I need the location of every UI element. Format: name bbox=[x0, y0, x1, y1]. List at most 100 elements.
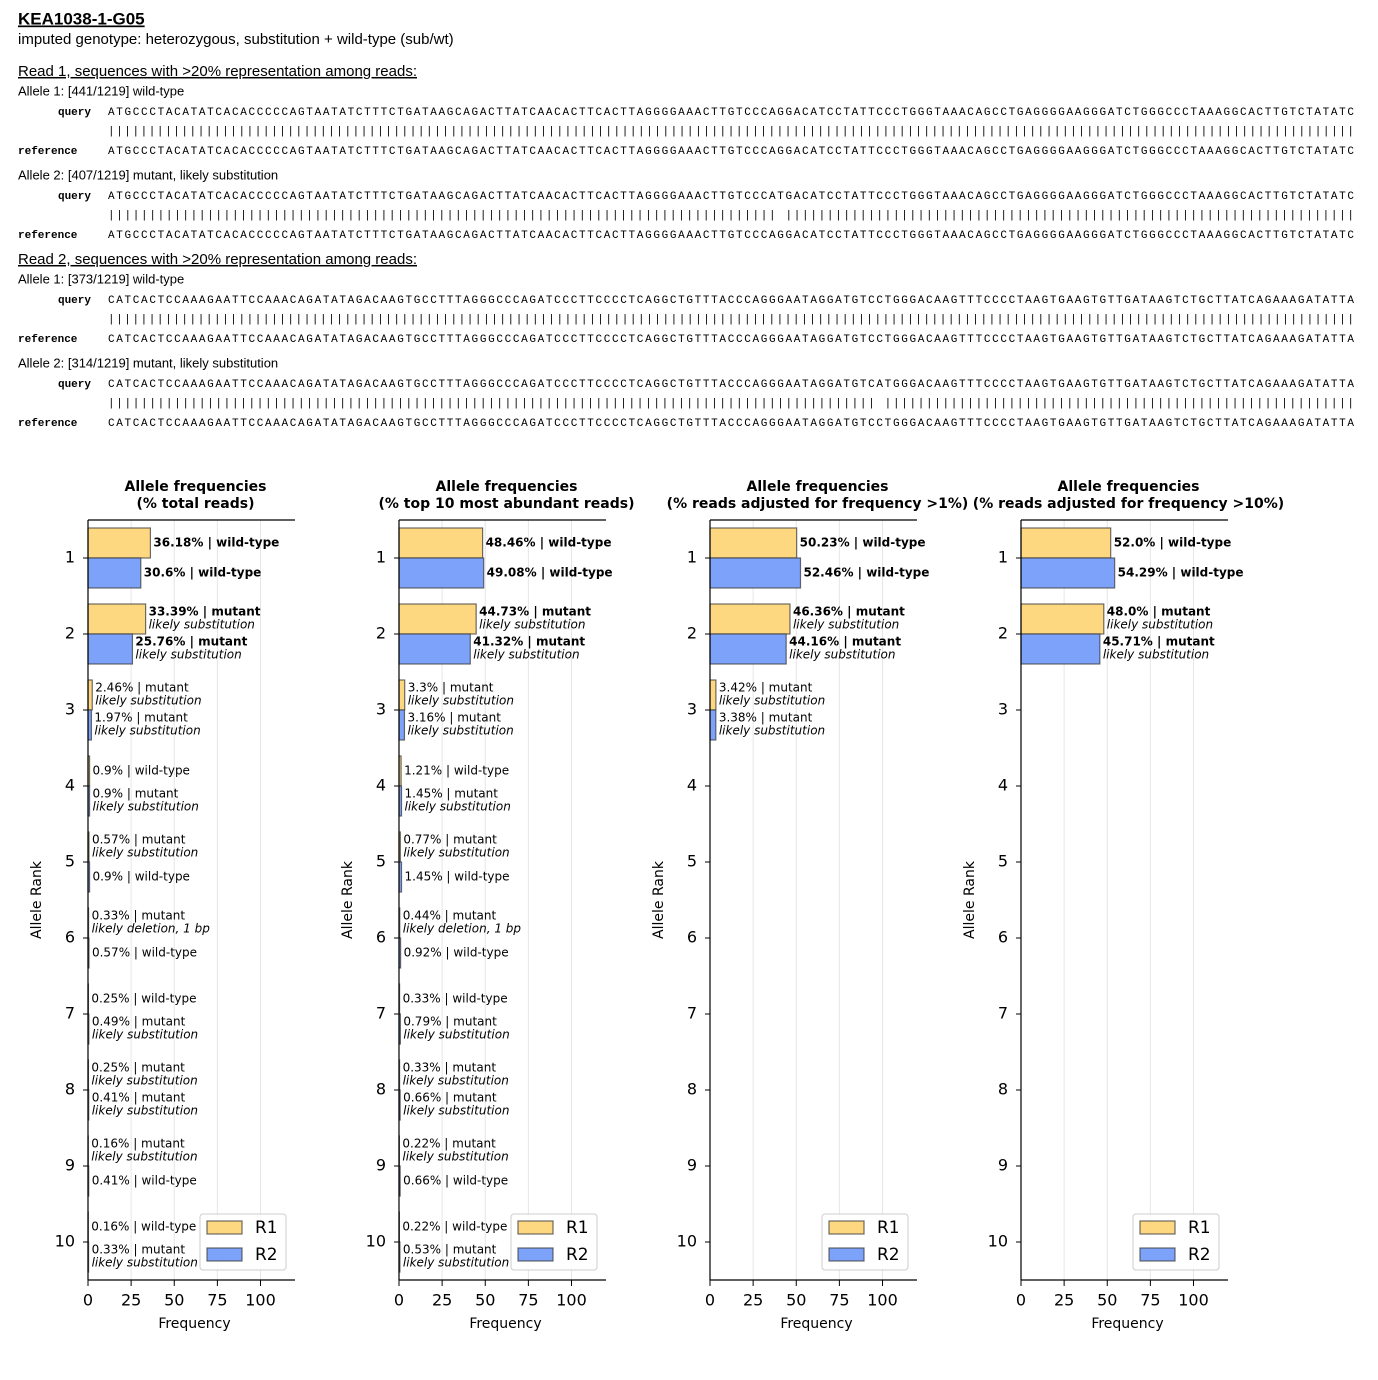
chart-title: Allele frequencies bbox=[125, 479, 267, 495]
data-label-note: likely substitution bbox=[94, 724, 200, 738]
query-label: query bbox=[58, 107, 91, 119]
y-tick-label: 9 bbox=[376, 1156, 386, 1175]
sample-title: KEA1038-1-G05 bbox=[18, 9, 145, 28]
query-sequence: CATCACTCCAAAGAATTCCAAACAGATATAGACAAGTGCC… bbox=[108, 295, 1354, 307]
bar bbox=[398, 679, 406, 711]
y-tick-label: 5 bbox=[687, 852, 697, 871]
reference-sequence: ATGCCCTACATATCACACCCCCAGTAATATCTTTCTGATA… bbox=[108, 146, 1354, 158]
legend-swatch bbox=[517, 1220, 554, 1235]
y-tick-label: 2 bbox=[376, 624, 386, 643]
data-label-note: likely substitution bbox=[91, 1074, 197, 1088]
data-label: 0.66% | mutant bbox=[403, 1091, 497, 1105]
chart-title: Allele frequencies bbox=[1058, 479, 1200, 495]
bar bbox=[709, 633, 787, 665]
bar bbox=[398, 709, 406, 741]
bar bbox=[87, 557, 142, 589]
y-tick-label: 10 bbox=[55, 1232, 75, 1251]
y-tick-label: 3 bbox=[998, 700, 1008, 719]
data-label: 36.18% | wild-type bbox=[153, 536, 279, 550]
y-tick-label: 8 bbox=[376, 1080, 386, 1099]
y-tick-label: 3 bbox=[687, 700, 697, 719]
data-label: 0.66% | wild-type bbox=[403, 1174, 508, 1188]
x-tick-label: 75 bbox=[518, 1291, 538, 1310]
y-tick-label: 10 bbox=[366, 1232, 386, 1251]
x-tick-label: 0 bbox=[705, 1291, 715, 1310]
bar bbox=[1020, 603, 1105, 635]
data-label: 0.79% | mutant bbox=[403, 1015, 497, 1029]
data-label: 0.77% | mutant bbox=[403, 833, 497, 847]
match-line: ||||||||||||||||||||||||||||||||||||||||… bbox=[108, 398, 1354, 410]
y-tick-label: 7 bbox=[65, 1004, 75, 1023]
chart: Allele frequencies(% top 10 most abundan… bbox=[340, 479, 634, 1332]
data-label: 25.76% | mutant bbox=[135, 635, 247, 649]
read-heading: Read 2, sequences with >20% representati… bbox=[18, 251, 417, 268]
chart: Allele frequencies(% reads adjusted for … bbox=[651, 479, 968, 1332]
data-label: 48.0% | mutant bbox=[1107, 605, 1211, 619]
x-tick-label: 100 bbox=[245, 1291, 276, 1310]
y-tick-label: 7 bbox=[998, 1004, 1008, 1023]
allele-label: Allele 1: [373/1219] wild-type bbox=[18, 271, 184, 286]
data-label: 0.33% | mutant bbox=[403, 1061, 497, 1075]
data-label: 3.3% | mutant bbox=[408, 681, 494, 695]
query-label: query bbox=[58, 379, 91, 391]
legend-swatch bbox=[206, 1220, 243, 1235]
bar bbox=[1020, 557, 1116, 589]
data-label-note: likely substitution bbox=[93, 800, 199, 814]
read-heading: Read 1, sequences with >20% representati… bbox=[18, 63, 417, 80]
legend-label: R1 bbox=[1188, 1218, 1211, 1238]
data-label: 1.45% | mutant bbox=[405, 787, 499, 801]
y-tick-label: 3 bbox=[65, 700, 75, 719]
y-axis-label: Allele Rank bbox=[340, 860, 356, 939]
data-label-note: likely substitution bbox=[473, 648, 579, 662]
y-tick-label: 5 bbox=[376, 852, 386, 871]
y-tick-label: 6 bbox=[65, 928, 75, 947]
data-label-note: likely deletion, 1 bp bbox=[92, 922, 211, 936]
bar bbox=[709, 603, 791, 635]
y-tick-label: 1 bbox=[376, 548, 386, 567]
chart-title: Allele frequencies bbox=[436, 479, 578, 495]
data-label: 50.23% | wild-type bbox=[800, 536, 926, 550]
bar bbox=[87, 603, 147, 635]
bar bbox=[87, 679, 93, 711]
x-tick-label: 75 bbox=[1140, 1291, 1160, 1310]
y-tick-label: 2 bbox=[65, 624, 75, 643]
data-label-note: likely substitution bbox=[407, 724, 513, 738]
data-label: 44.16% | mutant bbox=[789, 635, 901, 649]
x-tick-label: 50 bbox=[1097, 1291, 1117, 1310]
data-label: 52.46% | wild-type bbox=[803, 566, 929, 580]
data-label: 0.41% | mutant bbox=[92, 1091, 186, 1105]
y-tick-label: 10 bbox=[677, 1232, 697, 1251]
x-tick-label: 25 bbox=[743, 1291, 763, 1310]
legend-swatch bbox=[828, 1220, 865, 1235]
y-tick-label: 6 bbox=[998, 928, 1008, 947]
query-sequence: CATCACTCCAAAGAATTCCAAACAGATATAGACAAGTGCC… bbox=[108, 379, 1354, 391]
data-label-note: likely substitution bbox=[92, 1028, 198, 1042]
bar bbox=[709, 709, 717, 741]
data-label: 0.9% | wild-type bbox=[93, 870, 190, 884]
y-tick-label: 8 bbox=[687, 1080, 697, 1099]
legend-swatch bbox=[206, 1247, 243, 1262]
x-tick-label: 25 bbox=[432, 1291, 452, 1310]
match-line: ||||||||||||||||||||||||||||||||||||||||… bbox=[108, 314, 1354, 326]
data-label: 3.42% | mutant bbox=[719, 681, 813, 695]
data-label: 44.73% | mutant bbox=[479, 605, 591, 619]
x-tick-label: 0 bbox=[394, 1291, 404, 1310]
data-label-note: likely substitution bbox=[149, 618, 255, 632]
x-tick-label: 25 bbox=[121, 1291, 141, 1310]
x-axis-label: Frequency bbox=[1091, 1316, 1163, 1332]
legend-label: R1 bbox=[566, 1218, 589, 1238]
y-tick-label: 7 bbox=[687, 1004, 697, 1023]
y-axis-label: Allele Rank bbox=[651, 860, 667, 939]
data-label: 2.46% | mutant bbox=[95, 681, 189, 695]
data-label: 0.9% | mutant bbox=[93, 787, 179, 801]
data-label: 49.08% | wild-type bbox=[487, 566, 613, 580]
data-label: 41.32% | mutant bbox=[473, 635, 585, 649]
data-label: 0.25% | wild-type bbox=[91, 992, 196, 1006]
data-label-note: likely substitution bbox=[91, 1150, 197, 1164]
query-sequence: ATGCCCTACATATCACACCCCCAGTAATATCTTTCTGATA… bbox=[108, 107, 1354, 119]
y-tick-label: 5 bbox=[65, 852, 75, 871]
data-label: 0.33% | wild-type bbox=[403, 992, 508, 1006]
data-label: 30.6% | wild-type bbox=[144, 566, 262, 580]
genotype: imputed genotype: heterozygous, substitu… bbox=[18, 31, 454, 48]
allele-label: Allele 1: [441/1219] wild-type bbox=[18, 83, 184, 98]
